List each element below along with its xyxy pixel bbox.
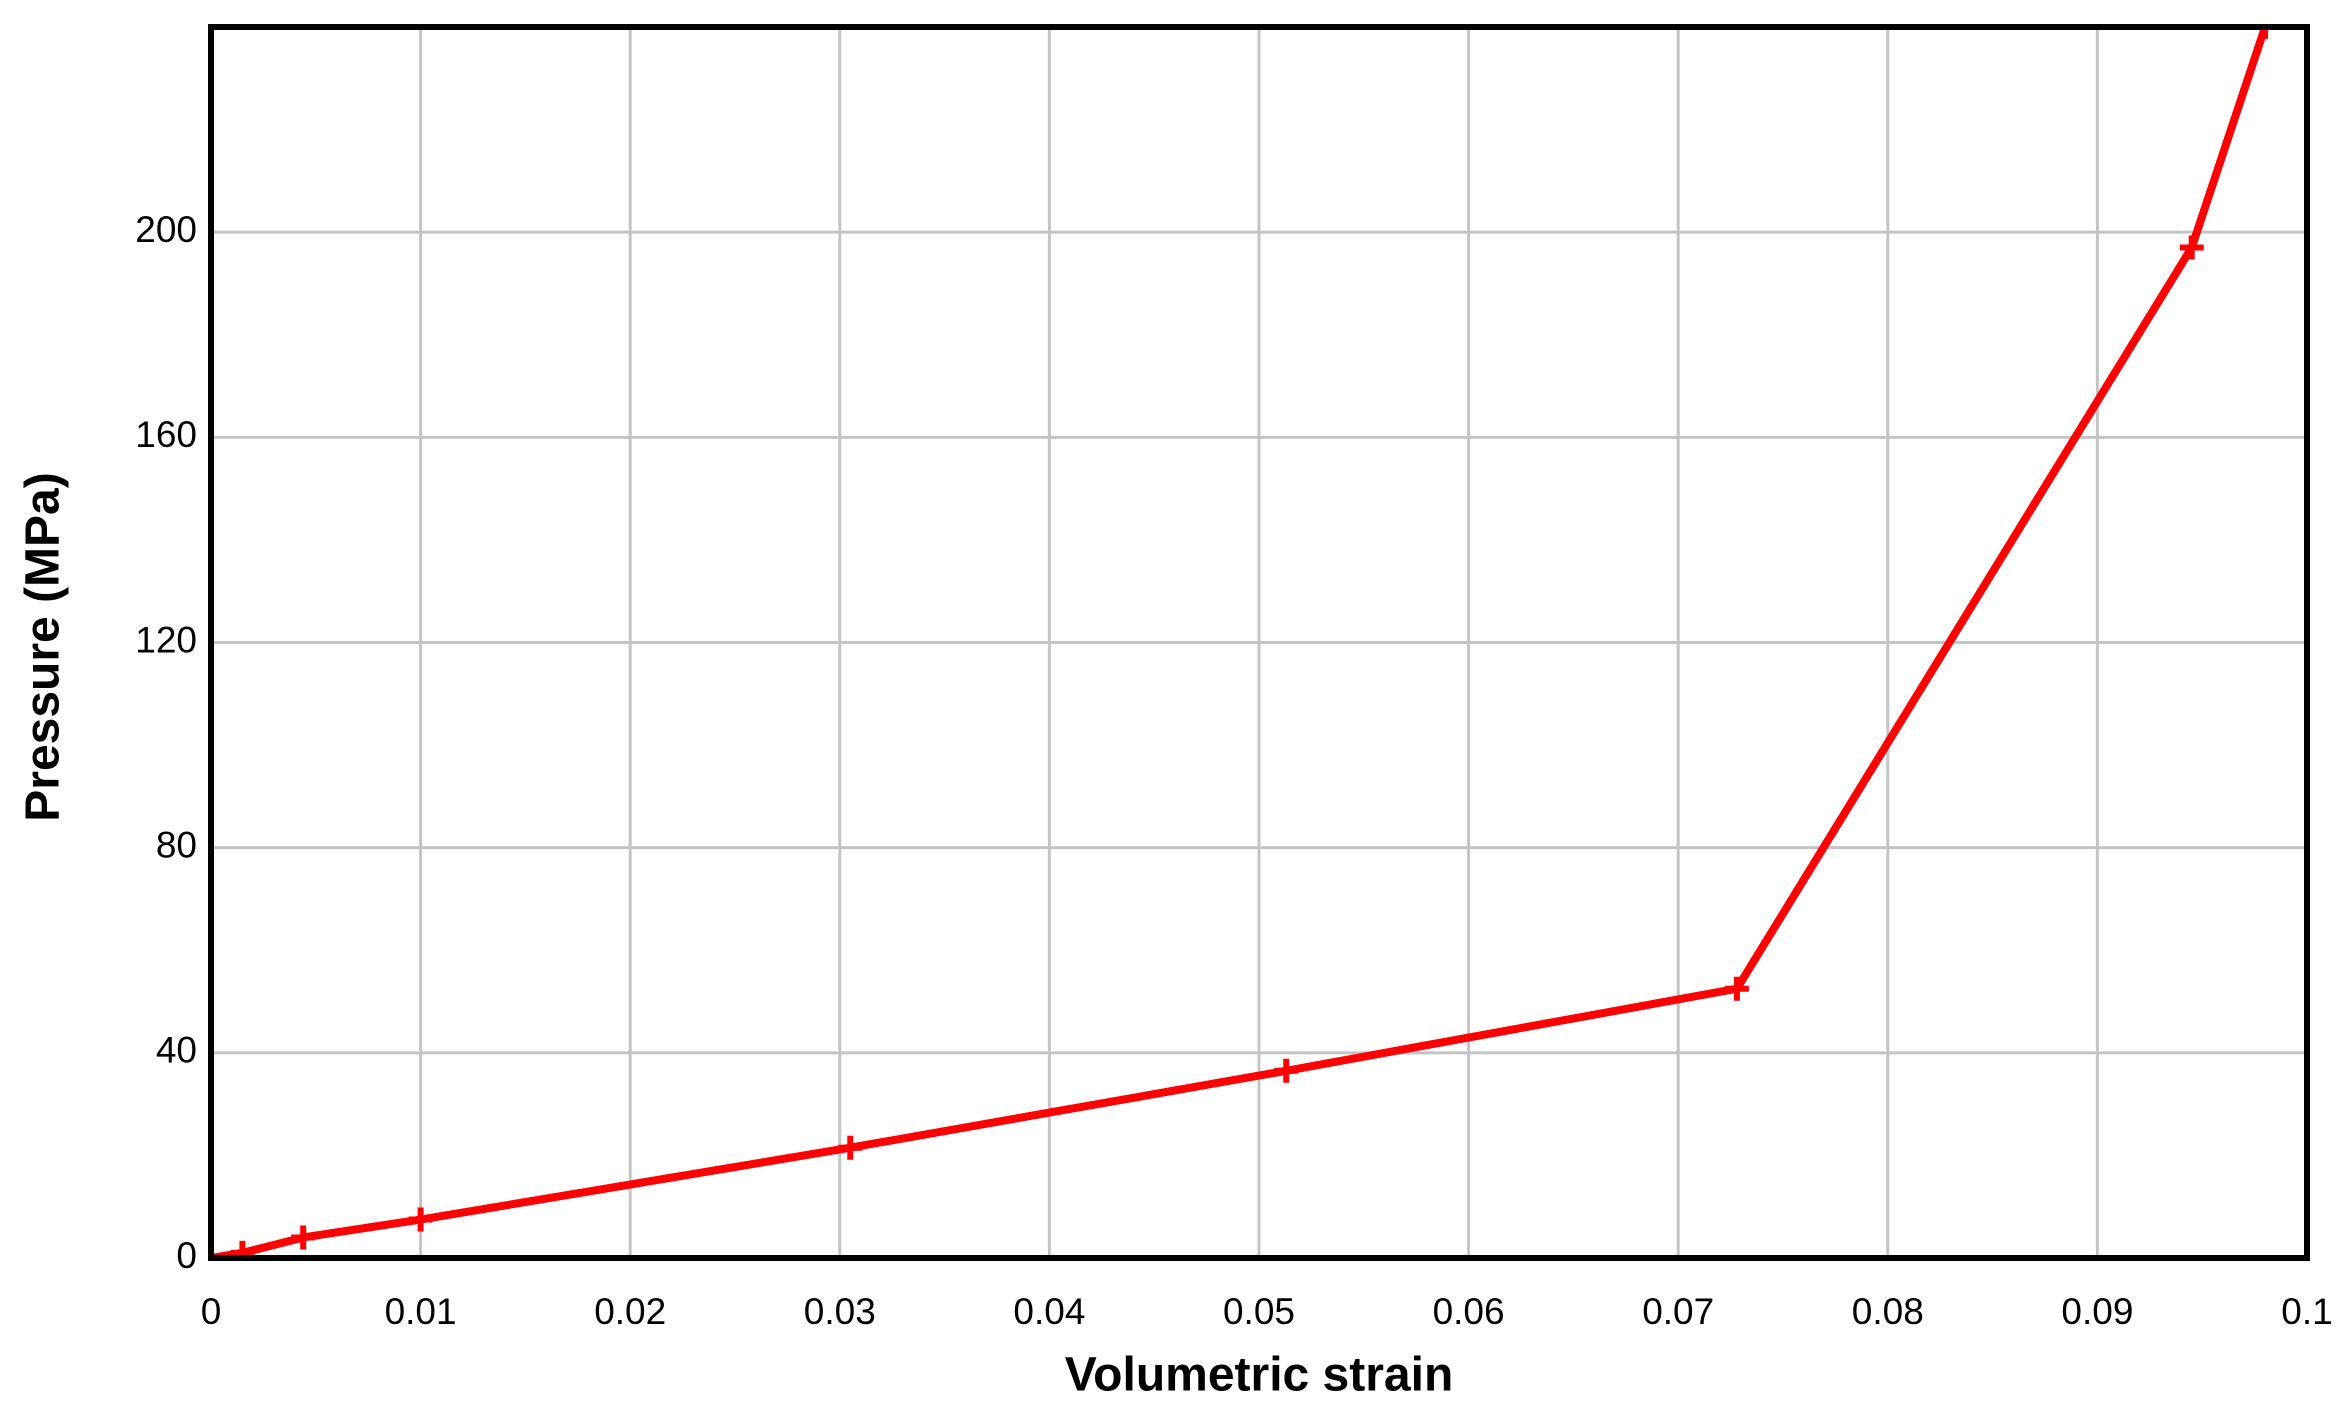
y-tick-label: 40 [156, 1030, 197, 1071]
y-tick-label: 200 [135, 209, 197, 250]
x-tick-label: 0.07 [1642, 1291, 1714, 1332]
x-tick-label: 0.08 [1852, 1291, 1924, 1332]
data-marker [2179, 235, 2204, 260]
x-tick-label: 0.09 [2061, 1291, 2133, 1332]
data-marker [230, 1240, 255, 1258]
y-tick-label: 80 [156, 824, 197, 865]
x-tick-label: 0.03 [804, 1291, 876, 1332]
x-tick-label: 0.1 [2281, 1291, 2332, 1332]
data-marker [1274, 1058, 1299, 1083]
plot-area [211, 27, 2278, 1258]
x-tick-label: 0.05 [1223, 1291, 1295, 1332]
data-marker [2253, 27, 2278, 39]
x-tick-label: 0 [201, 1291, 222, 1332]
x-tick-label: 0.01 [385, 1291, 457, 1332]
y-tick-label: 160 [135, 414, 197, 455]
x-tick-label: 0.04 [1013, 1291, 1085, 1332]
y-tick-label: 120 [135, 619, 197, 660]
x-axis-label: Volumetric strain [1065, 1349, 1454, 1402]
x-tick-label: 0.02 [594, 1291, 666, 1332]
data-marker [838, 1135, 863, 1160]
plot-frame [208, 24, 2310, 1261]
y-axis-label: Pressure (MPa) [17, 472, 70, 821]
x-tick-label: 0.06 [1433, 1291, 1505, 1332]
data-marker [1724, 976, 1749, 1001]
data-marker [291, 1225, 316, 1250]
y-tick-label: 0 [176, 1235, 197, 1276]
data-marker [408, 1207, 433, 1232]
